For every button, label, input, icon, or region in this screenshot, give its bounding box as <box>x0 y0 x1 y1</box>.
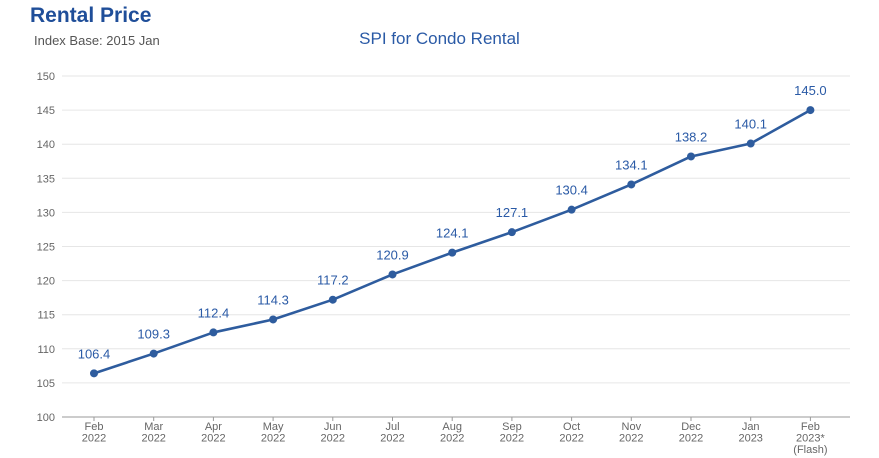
x-tick-label-line: Aug <box>442 421 462 433</box>
x-tick-label-line: 2022 <box>82 433 106 445</box>
y-tick-label: 120 <box>37 276 55 288</box>
x-tick-label-line: Jun <box>324 421 342 433</box>
data-label: 134.1 <box>615 157 648 172</box>
x-tick-label-line: (Flash) <box>793 444 827 456</box>
x-tick-label-line: Jan <box>742 421 760 433</box>
data-point <box>328 295 337 304</box>
x-tick-label: May 2022 <box>261 421 285 445</box>
data-label: 112.4 <box>198 305 230 320</box>
x-tick-label: Jul 2022 <box>380 421 404 445</box>
x-tick-label-line: Apr <box>205 421 222 433</box>
y-tick-label: 135 <box>37 173 55 185</box>
x-tick-label: Oct 2022 <box>559 421 583 445</box>
y-tick-label: 145 <box>37 105 55 117</box>
x-tick-label: Apr 2022 <box>201 421 225 445</box>
y-tick-label: 110 <box>37 344 55 356</box>
data-point <box>90 369 98 378</box>
x-tick-label-line: 2022 <box>500 433 524 445</box>
y-tick-label: 130 <box>37 207 55 219</box>
x-tick-label: Mar 2022 <box>141 421 165 445</box>
data-label: 127.1 <box>496 205 529 220</box>
x-tick-label: Jan 2023 <box>738 421 762 445</box>
index-base-note: Index Base: 2015 Jan <box>34 33 160 48</box>
y-tick-label: 150 <box>37 71 55 83</box>
data-point <box>448 248 457 257</box>
x-tick-label: Dec 2022 <box>679 421 703 445</box>
x-tick-label-line: Feb <box>801 421 820 433</box>
data-label: 124.1 <box>436 226 469 241</box>
x-tick-label-line: 2022 <box>201 433 225 445</box>
y-tick-label: 140 <box>37 139 55 151</box>
x-tick-label-line: 2022 <box>679 433 703 445</box>
data-label: 140.1 <box>734 117 767 132</box>
data-label: 114.3 <box>257 292 289 307</box>
x-tick-label-line: 2022 <box>559 433 583 445</box>
x-tick-label: Aug 2022 <box>440 421 464 445</box>
x-tick-label: Feb 2022 <box>82 421 106 445</box>
page-title: Rental Price <box>30 4 152 27</box>
data-point <box>507 228 516 237</box>
x-tick-label-line: Jul <box>385 421 399 433</box>
data-point <box>269 315 278 324</box>
data-label: 120.9 <box>376 247 409 262</box>
y-tick-label: 105 <box>37 378 55 390</box>
x-tick-label-line: 2023 <box>738 433 762 445</box>
data-label: 130.4 <box>555 183 588 198</box>
data-point <box>627 180 636 189</box>
series-line <box>92 108 812 375</box>
chart-title: SPI for Condo Rental <box>359 29 520 48</box>
x-tick-label-line: 2022 <box>141 433 165 445</box>
data-point <box>209 328 218 337</box>
x-tick-label-line: 2022 <box>261 433 285 445</box>
data-point <box>388 270 397 279</box>
x-tick-label-line: 2022 <box>380 433 404 445</box>
x-tick-label: Jun 2022 <box>321 421 345 445</box>
x-tick-label: Feb 2023* (Flash) <box>793 421 827 456</box>
x-tick-label-line: Feb <box>85 421 104 433</box>
x-tick-label-line: Sep <box>502 421 522 433</box>
data-label: 117.2 <box>317 273 349 288</box>
y-tick-label: 115 <box>37 310 55 322</box>
data-point <box>746 139 755 148</box>
x-tick-label-line: 2023* <box>796 433 825 445</box>
x-tick-label-line: 2022 <box>440 433 464 445</box>
data-label: 138.2 <box>675 129 708 144</box>
y-tick-label: 100 <box>37 412 55 424</box>
x-tick-label-line: 2022 <box>619 433 643 445</box>
x-tick-label-line: May <box>263 421 284 433</box>
x-tick-label-line: Mar <box>144 421 163 433</box>
data-point <box>567 205 576 214</box>
x-tick-label: Nov 2022 <box>619 421 643 445</box>
data-label: 109.3 <box>137 327 170 342</box>
x-tick-label-line: Nov <box>622 421 642 433</box>
data-label: 145.0 <box>794 83 827 98</box>
data-point <box>687 152 695 161</box>
x-tick-label-line: 2022 <box>321 433 345 445</box>
data-point <box>149 349 158 358</box>
data-point <box>806 106 815 115</box>
x-tick-label-line: Dec <box>681 421 701 433</box>
x-tick-label-line: Oct <box>563 421 580 433</box>
data-label: 106.4 <box>78 346 111 361</box>
x-tick-label: Sep 2022 <box>500 421 524 445</box>
y-tick-label: 125 <box>37 242 55 254</box>
